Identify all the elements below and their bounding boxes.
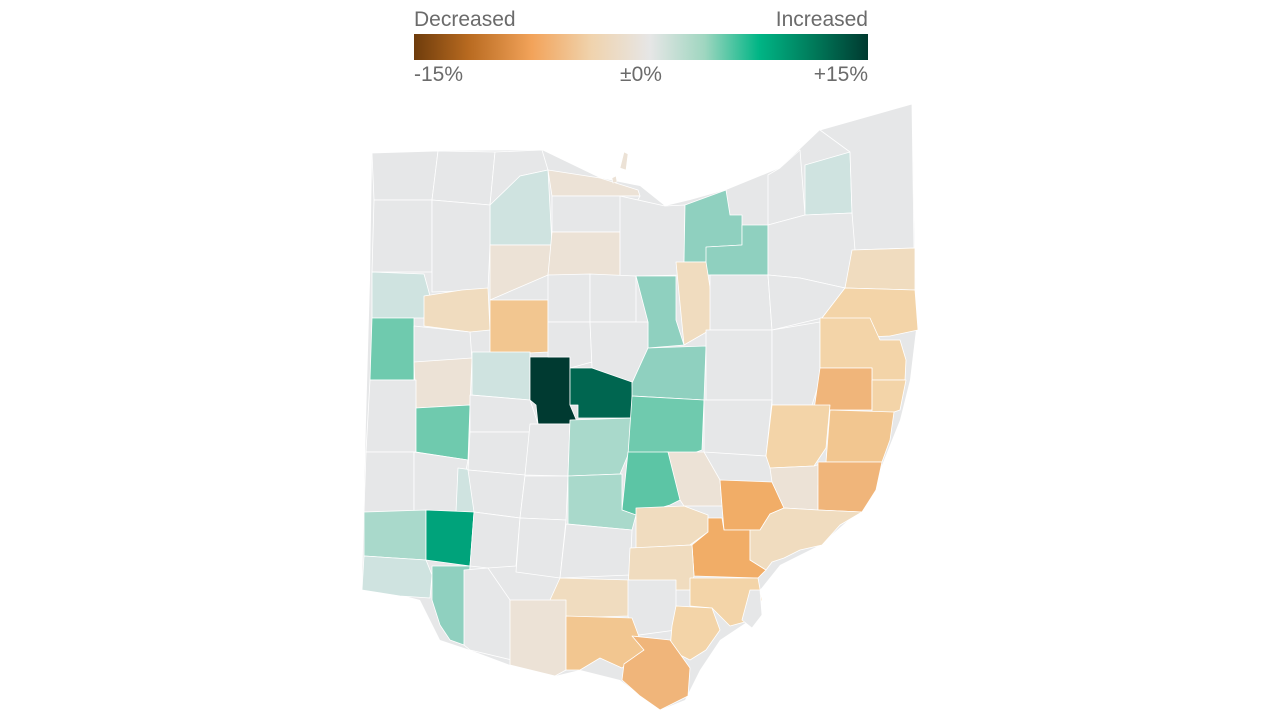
- county-region: [621, 635, 691, 711]
- county-region: [467, 469, 526, 519]
- county-region: [813, 367, 873, 411]
- county-region: [627, 579, 677, 637]
- county-region: [509, 599, 567, 677]
- county-region: [767, 149, 806, 226]
- legend-ticks: -15% ±0% +15%: [414, 60, 868, 90]
- county-region: [371, 271, 431, 319]
- county-region: [703, 399, 773, 457]
- county-region: [365, 379, 417, 453]
- county-region: [413, 357, 473, 409]
- county-region: [825, 409, 895, 463]
- county-region: [469, 394, 539, 433]
- county-region: [709, 274, 773, 331]
- county-region: [423, 287, 491, 333]
- county-region: [519, 475, 569, 521]
- county-region: [515, 517, 567, 579]
- lake-erie-islands: [611, 151, 629, 184]
- county-region: [741, 589, 763, 629]
- county-region: [669, 605, 721, 661]
- county-region: [431, 199, 491, 293]
- legend-tick-max: +15%: [813, 63, 868, 86]
- county-region: [413, 325, 473, 363]
- county-region: [371, 199, 433, 273]
- county-region: [569, 367, 635, 419]
- county-region: [471, 351, 531, 401]
- island: [619, 151, 629, 171]
- county-region: [705, 329, 773, 401]
- county-region: [567, 417, 633, 477]
- legend-decreased-label: Decreased: [414, 8, 516, 31]
- county-region: [489, 299, 549, 356]
- county-region: [817, 461, 883, 513]
- county-region: [589, 273, 637, 323]
- county-region: [425, 509, 475, 567]
- county-region: [559, 523, 633, 579]
- legend-header: Decreased Increased: [414, 6, 868, 34]
- county-region: [524, 423, 571, 477]
- county-region: [361, 555, 433, 599]
- county-region: [415, 404, 471, 461]
- county-region: [363, 509, 427, 561]
- county-region: [547, 231, 621, 279]
- legend-increased-label: Increased: [775, 8, 868, 31]
- county-region: [844, 247, 916, 291]
- county-region: [369, 317, 415, 381]
- county-region: [371, 150, 439, 201]
- color-legend: Decreased Increased -15% ±0% +15%: [414, 6, 868, 90]
- county-region: [771, 321, 821, 406]
- county-region: [749, 507, 863, 571]
- island: [611, 175, 618, 184]
- county-region: [431, 150, 496, 206]
- county-region: [565, 615, 645, 671]
- county-region: [627, 395, 705, 459]
- county-region: [547, 273, 591, 323]
- county-region: [547, 169, 641, 197]
- legend-tick-mid: ±0%: [620, 63, 662, 86]
- legend-tick-min: -15%: [414, 63, 464, 86]
- county-layer: [361, 103, 919, 711]
- county-region: [619, 195, 686, 279]
- county-region: [469, 511, 521, 569]
- county-region: [871, 379, 907, 413]
- legend-gradient-bar: [414, 34, 868, 60]
- county-region: [363, 451, 415, 513]
- county-region: [467, 431, 531, 476]
